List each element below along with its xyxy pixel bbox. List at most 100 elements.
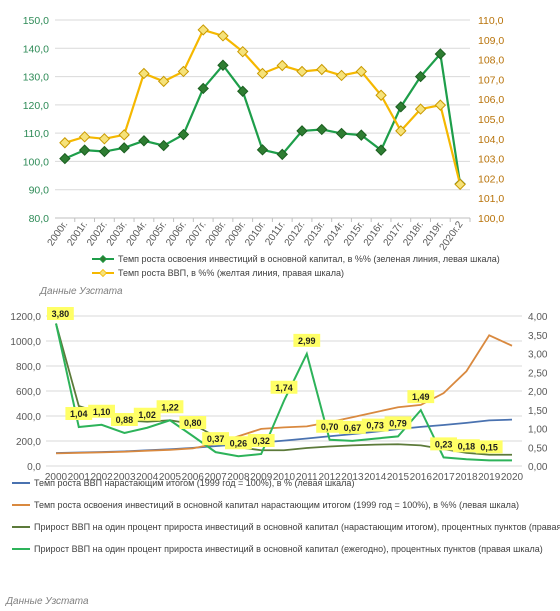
data-label: 0,37: [207, 434, 225, 444]
chart1-gridlines: [55, 19, 470, 219]
legend-label: Прирост ВВП на один процент прироста инв…: [34, 522, 560, 532]
legend-marker: [98, 268, 108, 278]
left-tick-label: 110,0: [24, 128, 50, 140]
data-point: [177, 65, 190, 78]
data-point: [414, 70, 427, 83]
data-label-box: [156, 400, 184, 414]
right-tick-label: 110,0: [478, 15, 504, 27]
data-point: [59, 137, 71, 149]
left-tick-label: 0,0: [27, 462, 41, 473]
x-tick-label: 2017: [432, 472, 455, 483]
legend-label: Темп роста освоения инвестиций в основно…: [118, 254, 500, 264]
x-tick-label: 2004: [136, 472, 159, 483]
data-point: [375, 144, 387, 156]
legend-marker: [98, 254, 108, 264]
data-point: [237, 85, 249, 97]
data-point: [355, 65, 368, 78]
x-tick-label: 2005: [159, 472, 182, 483]
data-point: [98, 133, 111, 145]
data-label-box: [407, 390, 435, 404]
data-label-box: [384, 416, 412, 430]
data-label-box: [293, 333, 321, 347]
right-tick-label: 2,50: [528, 368, 548, 379]
data-label: 0,67: [344, 423, 362, 433]
data-point: [98, 145, 111, 158]
data-label-box: [65, 407, 93, 420]
right-tick-label: 2,00: [528, 387, 548, 398]
x-tick-label: 2002: [90, 472, 113, 483]
data-point: [157, 139, 170, 152]
data-label: 0,15: [480, 442, 498, 452]
data-label-box: [361, 418, 389, 432]
data-point: [217, 30, 229, 42]
left-tick-label: 80,0: [29, 213, 50, 225]
data-label: 0,26: [230, 438, 248, 448]
right-tick-label: 0,50: [528, 443, 548, 454]
data-label-box: [475, 440, 503, 454]
left-tick-label: 800,0: [16, 362, 41, 373]
right-tick-label: 1,50: [528, 406, 548, 417]
data-label-box: [316, 419, 343, 433]
series-line-2: [55, 334, 513, 455]
data-point: [434, 99, 447, 111]
data-point: [217, 59, 229, 71]
data-point: [78, 144, 91, 156]
data-label-box: [453, 439, 480, 453]
data-label: 0,80: [184, 418, 202, 428]
data-label-box: [88, 404, 115, 418]
data-point: [375, 89, 387, 101]
data-label: 1,02: [138, 410, 156, 420]
data-point: [454, 178, 466, 191]
x-tick-label: 2013: [341, 472, 364, 483]
x-tick-label: 2018: [455, 472, 478, 483]
x-tick-label: 2011: [296, 472, 318, 483]
left-tick-label: 100,0: [23, 156, 49, 168]
data-point: [237, 45, 249, 58]
left-tick-label: 200,0: [16, 437, 41, 448]
chart2-left-axis: 0,0 200,0 400,0 600,0 800,0 1000,0 1200,0: [10, 312, 41, 473]
left-tick-label: 140,0: [23, 43, 49, 55]
left-tick-label: 150,0: [23, 15, 49, 27]
data-point: [118, 129, 130, 141]
left-tick-label: 1000,0: [10, 337, 41, 348]
chart1-series: [59, 24, 466, 191]
data-label: 1,74: [275, 383, 293, 393]
x-tick-label: 2008: [227, 472, 250, 483]
data-point: [138, 67, 150, 80]
left-tick-label: 600,0: [16, 387, 41, 398]
data-point: [434, 48, 447, 60]
legend-label: Прирост ВВП на один процент прироста инв…: [34, 544, 543, 554]
data-label-box: [111, 413, 138, 426]
chart2-right-axis: 0,00 0,50 1,00 1,50 2,00 2,50 3,00 3,50 4,00: [528, 312, 548, 473]
data-point: [296, 125, 308, 137]
data-label: 1,22: [161, 402, 179, 412]
right-tick-label: 4,00: [528, 312, 548, 323]
chart-cumulative-growth-efficiency: 0,0 200,0 400,0 600,0 800,0 1000,0 1200,0 0,00…: [5, 307, 560, 607]
data-label: 0,73: [366, 421, 384, 431]
x-tick-label: 2001: [68, 472, 91, 483]
right-tick-label: 102,0: [478, 173, 504, 185]
data-point: [118, 142, 130, 154]
left-tick-label: 90,0: [29, 185, 50, 197]
data-label-box: [202, 432, 229, 446]
chart1-legend: Темп роста освоения инвестиций в основно…: [92, 254, 500, 278]
data-point: [316, 63, 328, 76]
data-point: [316, 123, 328, 136]
data-point: [138, 135, 150, 147]
data-label-box: [225, 436, 252, 450]
x-tick-label: 2010г.: [243, 219, 268, 248]
data-point: [335, 127, 348, 140]
data-point: [355, 129, 368, 141]
right-tick-label: 108,0: [478, 55, 504, 67]
right-tick-label: 105,0: [478, 114, 504, 126]
data-point: [296, 65, 308, 78]
chart2-x-axis: 2000 2001 2002 2003 2004 2005 2006 2007 2008 2009…: [45, 472, 524, 483]
chart1-x-axis: 2000г.2001г.2002г.2003г.2004г.2005г.2006…: [46, 217, 471, 253]
legend-label: Темп роста освоения инвестиций в основно…: [34, 500, 519, 510]
x-tick-label: 2003: [113, 472, 136, 483]
x-tick-label: 2016: [410, 472, 433, 483]
data-label-box: [247, 434, 275, 447]
data-point: [78, 131, 91, 143]
left-tick-label: 120,0: [23, 100, 49, 112]
data-point: [395, 125, 407, 137]
